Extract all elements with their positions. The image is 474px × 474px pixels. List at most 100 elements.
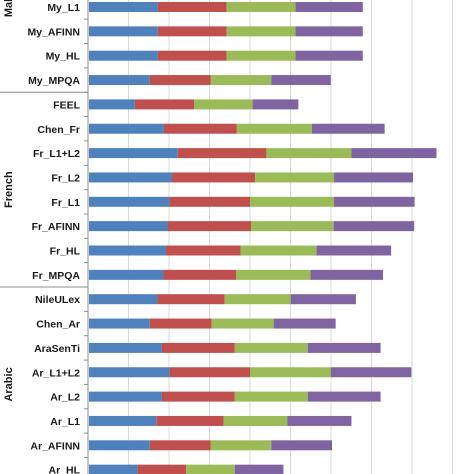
bar-segment-3-My_AFINN xyxy=(226,26,296,37)
category-label: Fr_L1 xyxy=(51,197,80,209)
bar-segment-2-Fr_L1 xyxy=(169,196,251,207)
category-label: FEEL xyxy=(53,99,80,111)
bar-segment-4-Fr_MPQA xyxy=(310,269,384,280)
bar-segment-2-Ar_AFINN xyxy=(149,440,211,451)
bar-segment-2-My_AFINN xyxy=(157,26,227,37)
bar-segment-4-NileULex xyxy=(290,294,356,305)
bar-segment-1-Ar_L2 xyxy=(89,391,162,402)
bar-segment-2-Fr_MPQA xyxy=(163,269,237,280)
bar-segment-1-Fr_L1+L2 xyxy=(89,148,178,159)
bar-segment-4-Chen_Fr xyxy=(311,123,385,134)
bar-segment-2-Ar_L1+L2 xyxy=(169,367,251,378)
bar-segment-4-Ar_HL xyxy=(234,464,284,474)
bar-segment-3-NileULex xyxy=(224,294,291,305)
bar-segment-3-My_L1 xyxy=(226,2,296,12)
bar-segment-1-Fr_L1 xyxy=(89,196,170,207)
bar-segment-3-Ar_AFINN xyxy=(210,440,272,451)
bar-segment-1-Ar_L1 xyxy=(89,415,157,426)
bar-segment-3-Ar_HL xyxy=(186,464,235,474)
category-label: NileULex xyxy=(35,294,80,306)
category-label: Ar_AFINN xyxy=(30,440,80,452)
bar-segment-1-Chen_Fr xyxy=(89,123,164,134)
category-label: Chen_Fr xyxy=(37,124,80,136)
bar-segment-2-Fr_L1+L2 xyxy=(177,148,267,159)
bar-segment-4-Fr_L1 xyxy=(334,196,415,207)
bar-segment-4-Ar_AFINN xyxy=(271,440,332,451)
bar-segment-3-Fr_L2 xyxy=(255,172,335,183)
bar-segment-1-Ar_L1+L2 xyxy=(89,367,170,378)
bar-segment-3-Fr_MPQA xyxy=(236,269,311,280)
bar-segment-4-Ar_L2 xyxy=(307,391,381,402)
bars-layer xyxy=(89,2,437,474)
bar-segment-3-AraSenTi xyxy=(234,342,308,353)
bar-segment-4-Fr_AFINN xyxy=(333,221,415,232)
group-label: Arabic xyxy=(3,367,15,401)
bar-segment-1-Fr_L2 xyxy=(89,172,173,183)
category-label: Fr_L1+L2 xyxy=(33,148,80,160)
gridlines xyxy=(128,0,453,474)
category-label: My_HL xyxy=(46,51,81,63)
bar-segment-1-Fr_HL xyxy=(89,245,166,256)
bar-segment-3-Ar_L1+L2 xyxy=(250,367,331,378)
bar-segment-2-My_MPQA xyxy=(149,75,211,86)
bar-segment-3-Fr_HL xyxy=(240,245,317,256)
category-label: AraSenTi xyxy=(34,343,80,355)
category-label: Fr_MPQA xyxy=(32,270,80,282)
bar-segment-1-Ar_HL xyxy=(89,464,138,474)
bar-segment-2-Ar_L1 xyxy=(156,415,224,426)
category-axis xyxy=(0,0,89,474)
bar-segment-1-FEEL xyxy=(89,99,135,110)
bar-segment-2-Fr_AFINN xyxy=(167,221,251,232)
bar-segment-3-Chen_Fr xyxy=(236,123,312,134)
category-label: Ar_L1+L2 xyxy=(32,367,80,379)
bar-segment-2-Ar_L2 xyxy=(161,391,235,402)
bar-segment-2-NileULex xyxy=(157,294,225,305)
bar-segment-3-Fr_L1+L2 xyxy=(266,148,352,159)
bar-segment-4-Chen_Ar xyxy=(273,318,336,329)
bar-segment-2-Chen_Ar xyxy=(149,318,212,329)
bar-segment-3-My_HL xyxy=(226,50,296,61)
bar-segment-3-Chen_Ar xyxy=(211,318,274,329)
bar-segment-2-AraSenTi xyxy=(161,342,235,353)
bar-segment-3-Fr_AFINN xyxy=(251,221,334,232)
bar-segment-1-My_AFINN xyxy=(89,26,158,37)
category-label: Chen_Ar xyxy=(36,319,80,331)
bar-segment-2-Fr_HL xyxy=(165,245,241,256)
bar-segment-4-My_HL xyxy=(295,50,363,61)
bar-segment-2-Ar_HL xyxy=(137,464,187,474)
bar-segment-1-My_L1 xyxy=(89,2,158,12)
category-label: Ar_HL xyxy=(48,465,80,474)
group-label: French xyxy=(3,171,15,208)
bar-segment-4-Fr_HL xyxy=(316,245,392,256)
bar-segment-3-Ar_L1 xyxy=(223,415,288,426)
bar-segment-4-My_L1 xyxy=(295,2,363,12)
category-label: My_L1 xyxy=(47,2,80,14)
category-label: My_MPQA xyxy=(28,75,80,87)
category-label: Ar_L1 xyxy=(50,416,80,428)
bar-segment-4-Fr_L1+L2 xyxy=(351,148,437,159)
category-label: My_AFINN xyxy=(27,26,80,38)
bar-segment-1-Fr_AFINN xyxy=(89,221,168,232)
bar-segment-3-My_MPQA xyxy=(210,75,272,86)
bar-segment-1-Ar_AFINN xyxy=(89,440,150,451)
bar-segment-2-My_HL xyxy=(157,50,227,61)
category-labels: My_L1 My_AFINN My_HL My_MPQA FEEL Chen_Fr Fr_L… xyxy=(27,2,80,474)
category-label: Fr_AFINN xyxy=(32,221,80,233)
bar-segment-1-Chen_Ar xyxy=(89,318,150,329)
bar-segment-2-FEEL xyxy=(134,99,195,110)
bar-segment-4-Fr_L2 xyxy=(334,172,413,183)
bar-segment-2-Fr_L2 xyxy=(172,172,256,183)
bar-segment-3-Fr_L1 xyxy=(250,196,335,207)
group-label: Mal xyxy=(3,0,15,17)
bar-segment-1-My_HL xyxy=(89,50,158,61)
group-labels: Mal French Arabic xyxy=(3,0,15,402)
category-label: Fr_HL xyxy=(50,246,81,258)
bar-segment-1-NileULex xyxy=(89,294,158,305)
bar-segment-1-Fr_MPQA xyxy=(89,269,164,280)
bar-segment-4-My_AFINN xyxy=(295,26,363,37)
bar-segment-4-Ar_L1+L2 xyxy=(330,367,412,378)
bar-segment-3-FEEL xyxy=(194,99,253,110)
bar-segment-2-My_L1 xyxy=(157,2,227,12)
bar-segment-4-Ar_L1 xyxy=(287,415,352,426)
